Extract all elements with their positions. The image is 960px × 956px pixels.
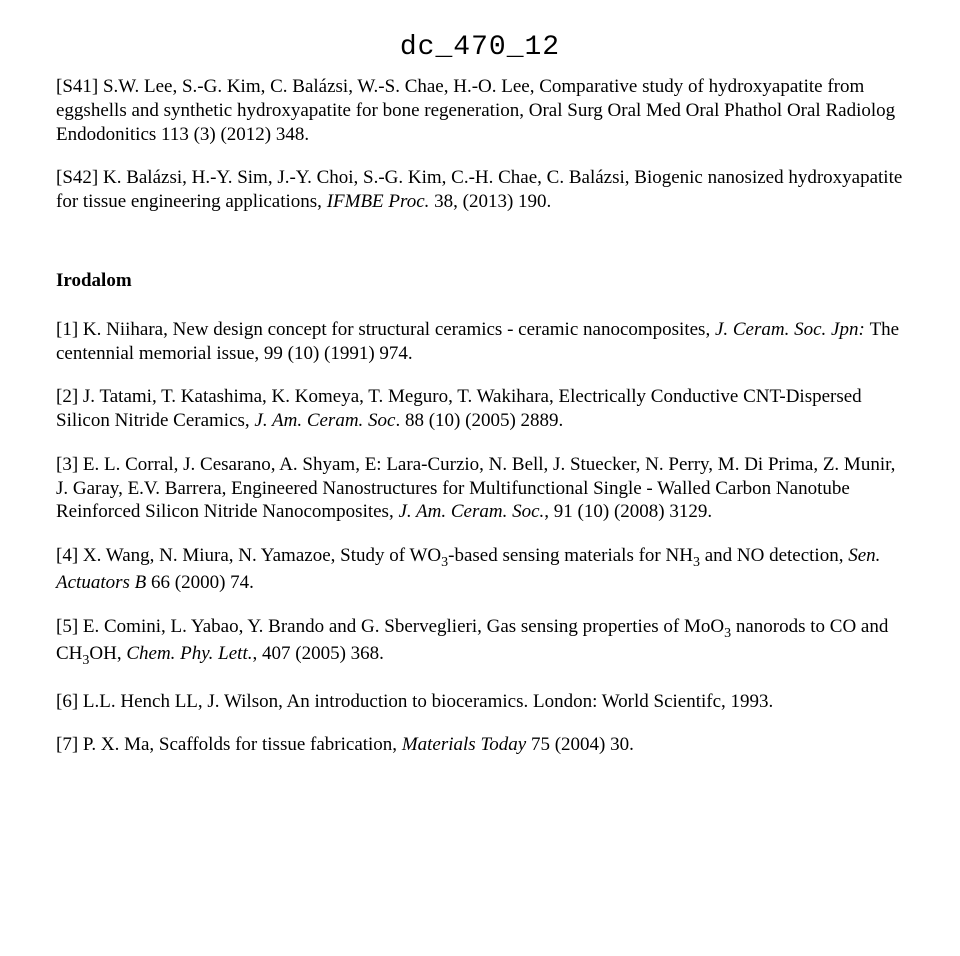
ref-label: [6] — [56, 691, 78, 712]
ref-italic: IFMBE Proc. — [322, 191, 434, 212]
ref-item: [6] L.L. Hench LL, J. Wilson, An introdu… — [56, 690, 904, 714]
ref-text: , 91 (10) (2008) 3129. — [544, 501, 712, 522]
ref-text: 75 (2004) 30. — [531, 734, 634, 755]
ref-subscript: 3 — [693, 555, 700, 570]
ref-text: P. X. Ma, Scaffolds for tissue fabricati… — [78, 734, 402, 755]
page: dc_470_12 [S41] S.W. Lee, S.-G. Kim, C. … — [0, 0, 960, 956]
ref-text: . 88 (10) (2005) 2889. — [395, 410, 563, 431]
ref-item: [5] E. Comini, L. Yabao, Y. Brando and G… — [56, 615, 904, 670]
ref-text: 66 (2000) 74. — [151, 572, 254, 593]
ref-text: E. Comini, L. Yabao, Y. Brando and G. Sb… — [78, 616, 724, 637]
ref-text: S.W. Lee, S.-G. Kim, C. Balázsi, W.-S. C… — [56, 76, 895, 145]
ref-label: [1] — [56, 319, 78, 340]
references-list: [1] K. Niihara, New design concept for s… — [56, 318, 904, 757]
ref-italic: J. Am. Ceram. Soc — [254, 410, 395, 431]
ref-label: [4] — [56, 545, 78, 566]
ref-item: [2] J. Tatami, T. Katashima, K. Komeya, … — [56, 385, 904, 433]
ref-text: -based sensing materials for NH — [448, 545, 693, 566]
section-title: Irodalom — [56, 270, 904, 292]
ref-text: K. Niihara, New design concept for struc… — [78, 319, 715, 340]
ref-italic: Chem. Phy. Lett. — [126, 643, 252, 664]
ref-text: X. Wang, N. Miura, N. Yamazoe, Study of … — [78, 545, 441, 566]
ref-text: and NO detection, — [700, 545, 848, 566]
ref-label: [2] — [56, 386, 78, 407]
ref-text: , 407 (2005) 368. — [253, 643, 384, 664]
ref-italic: J. Am. Ceram. Soc. — [398, 501, 544, 522]
ref-text-tail: 38, (2013) 190. — [434, 191, 551, 212]
ref-italic: J. Ceram. Soc. Jpn: — [715, 319, 870, 340]
ref-item: [1] K. Niihara, New design concept for s… — [56, 318, 904, 366]
ref-text: OH, — [89, 643, 126, 664]
ref-s41: [S41] S.W. Lee, S.-G. Kim, C. Balázsi, W… — [56, 75, 904, 146]
ref-label: [3] — [56, 454, 78, 475]
ref-label: [S42] — [56, 167, 98, 188]
ref-label: [7] — [56, 734, 78, 755]
doc-header: dc_470_12 — [56, 32, 904, 63]
ref-italic: Materials Today — [402, 734, 531, 755]
ref-s42: [S42] K. Balázsi, H.-Y. Sim, J.-Y. Choi,… — [56, 166, 904, 214]
ref-item: [7] P. X. Ma, Scaffolds for tissue fabri… — [56, 733, 904, 757]
ref-label: [5] — [56, 616, 78, 637]
ref-item: [4] X. Wang, N. Miura, N. Yamazoe, Study… — [56, 544, 904, 595]
ref-item: [3] E. L. Corral, J. Cesarano, A. Shyam,… — [56, 453, 904, 524]
ref-text: L.L. Hench LL, J. Wilson, An introductio… — [78, 691, 773, 712]
ref-label: [S41] — [56, 76, 98, 97]
